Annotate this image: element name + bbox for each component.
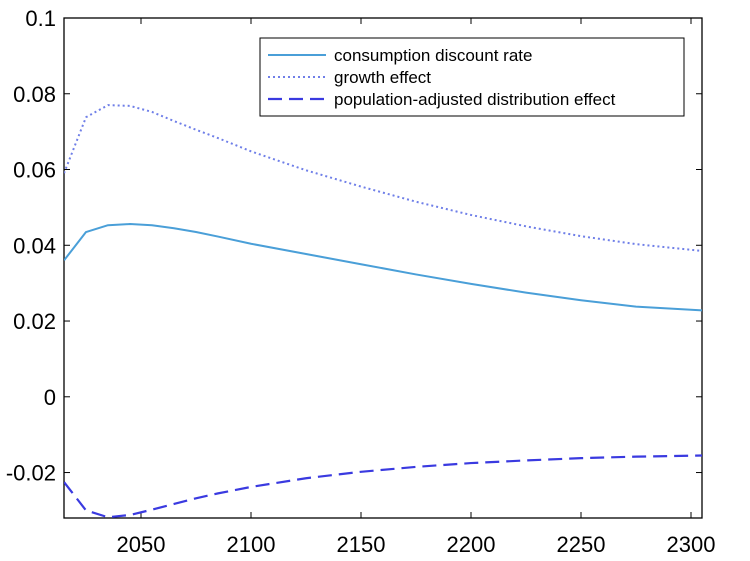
y-tick-label: 0.1 <box>25 6 56 31</box>
y-tick-label: 0 <box>44 385 56 410</box>
y-tick-label: 0.08 <box>13 82 56 107</box>
legend-label: growth effect <box>334 68 431 87</box>
series-line-0 <box>64 223 702 312</box>
y-tick-label: -0.02 <box>6 461 56 486</box>
legend-label: population-adjusted distribution effect <box>334 90 616 109</box>
y-tick-label: 0.06 <box>13 158 56 183</box>
legend: consumption discount rate growth effect po… <box>259 37 685 117</box>
x-tick-label: 2200 <box>447 532 496 557</box>
x-tick-label: 2150 <box>337 532 386 557</box>
axis-ticks: 2050 2100 2150 2200 2250 2300 -0.02 0 0.02 0.04 0.… <box>6 6 716 557</box>
series-line-1 <box>64 104 702 252</box>
x-tick-label: 2100 <box>227 532 276 557</box>
y-tick-label: 0.02 <box>13 309 56 334</box>
x-tick-label: 2050 <box>117 532 166 557</box>
legend-box <box>259 37 685 117</box>
x-tick-label: 2250 <box>557 532 606 557</box>
y-tick-label: 0.04 <box>13 233 56 258</box>
series-layer <box>64 104 702 518</box>
series-line-2 <box>64 454 702 518</box>
x-tick-label: 2300 <box>667 532 716 557</box>
legend-label: consumption discount rate <box>334 46 532 65</box>
